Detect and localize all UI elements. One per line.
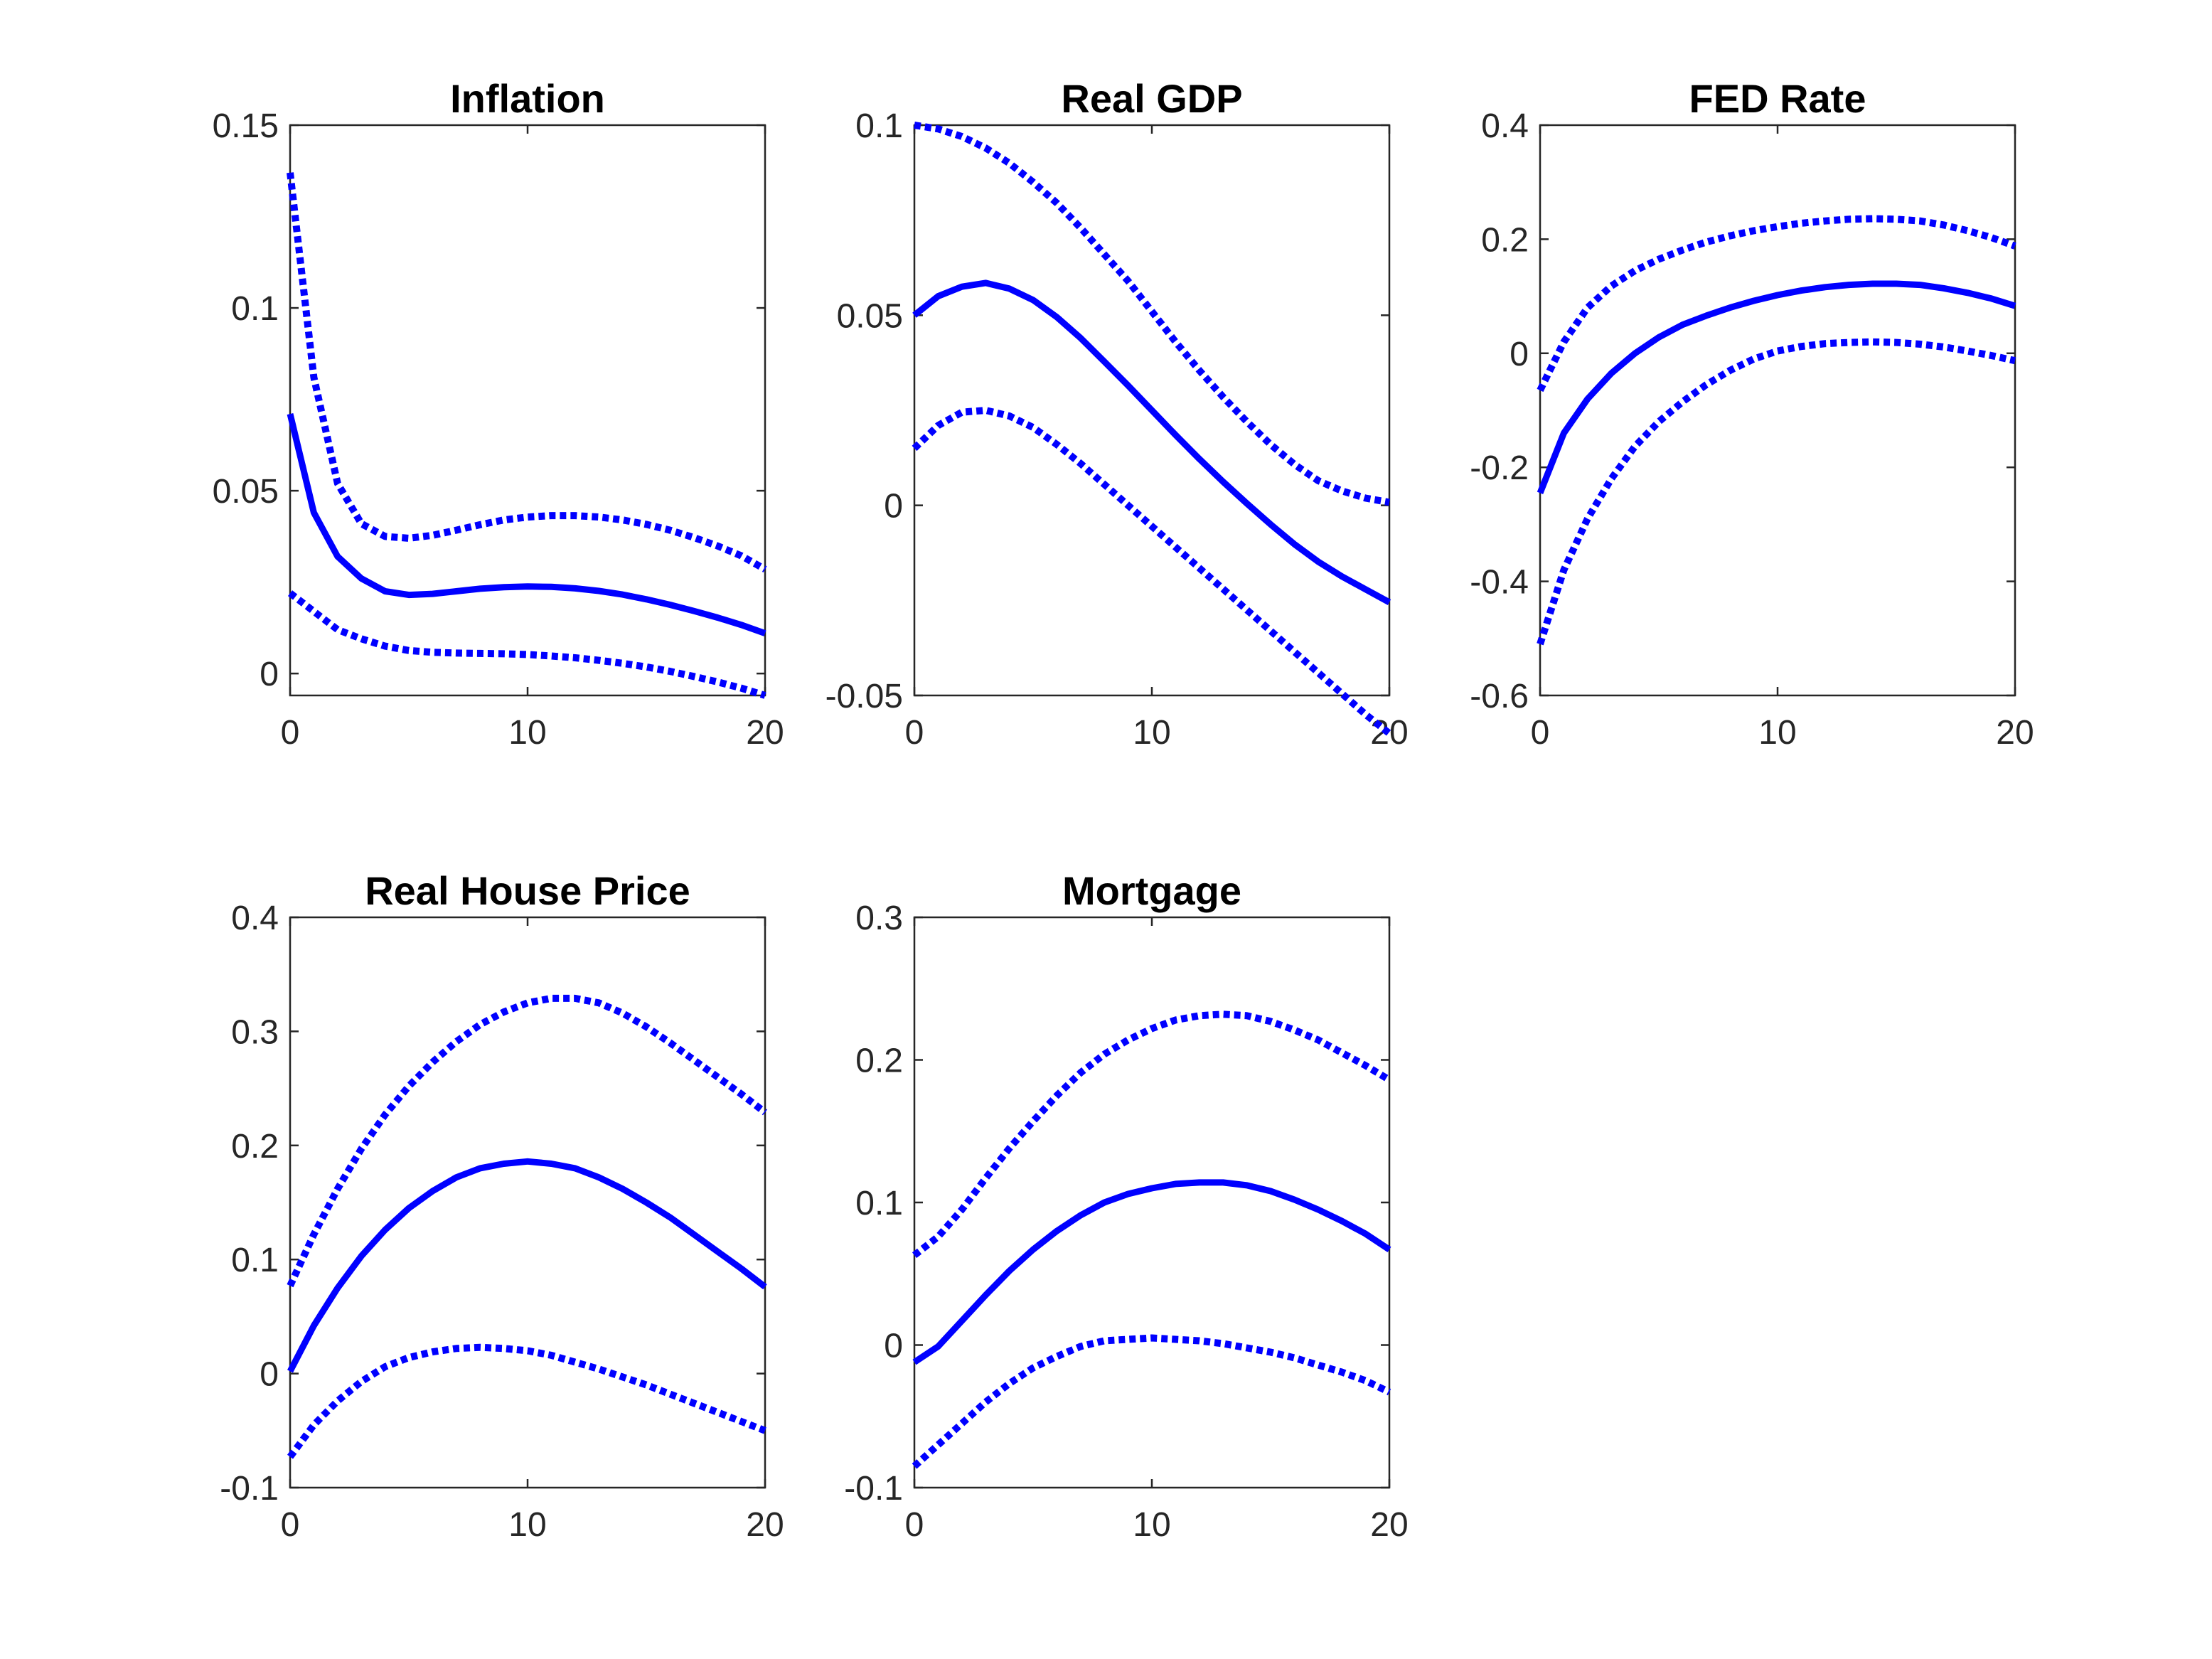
inflation-upper-band-line bbox=[287, 172, 767, 572]
fed-rate-x-tick-label: 0 bbox=[1531, 714, 1550, 752]
fed-rate-y-tick-label: 0.4 bbox=[1481, 107, 1529, 145]
real-gdp-lower-band-line bbox=[912, 407, 1392, 737]
fed-rate-x-tick-label: 20 bbox=[1996, 714, 2034, 752]
fed-rate-lower-band-line bbox=[1537, 338, 2016, 646]
mortgage-x-tick-label: 20 bbox=[1370, 1506, 1408, 1544]
inflation-title: Inflation bbox=[450, 76, 605, 121]
fed-rate-y-tick-label: -0.4 bbox=[1470, 564, 1529, 602]
inflation-axes-box bbox=[289, 124, 766, 697]
fed-rate-y-tick-label: 0 bbox=[1510, 336, 1529, 373]
real-house-price-y-tick-label: -0.1 bbox=[220, 1470, 279, 1508]
inflation-y-tick-label: 0.05 bbox=[213, 473, 279, 511]
fed-rate-x-tick-label: 10 bbox=[1758, 714, 1796, 752]
mortgage-y-tick-label: 0 bbox=[884, 1328, 903, 1365]
fed-rate-axes-box bbox=[1539, 124, 2016, 697]
mortgage-y-tick-label: 0.3 bbox=[855, 900, 903, 937]
real-house-price-y-tick-label: 0.1 bbox=[231, 1242, 279, 1279]
real-house-price-y-tick-label: 0 bbox=[260, 1356, 279, 1394]
fed-rate-upper-band-line bbox=[1537, 215, 2016, 393]
real-house-price-x-tick-label: 10 bbox=[508, 1506, 546, 1544]
panel-fed-rate: 0 10 20 -0.6 -0.4 -0.2 0 0.2 0.4 FED Rate bbox=[1470, 76, 2034, 752]
real-house-price-axes-box bbox=[289, 916, 766, 1489]
real-gdp-upper-band-line bbox=[914, 122, 1390, 506]
real-house-price-y-tick-label: 0.4 bbox=[231, 900, 279, 937]
mortgage-upper-band-line bbox=[912, 1010, 1391, 1259]
mortgage-y-tick-label: -0.1 bbox=[844, 1470, 903, 1508]
mortgage-x-tick-label: 0 bbox=[905, 1506, 924, 1544]
real-gdp-title: Real GDP bbox=[1061, 76, 1242, 121]
real-gdp-irf-line bbox=[912, 279, 1391, 605]
mortgage-lower-band-line bbox=[912, 1334, 1391, 1469]
mortgage-y-tick-label: 0.2 bbox=[855, 1042, 903, 1080]
mortgage-y-tick-label: 0.1 bbox=[855, 1185, 903, 1222]
real-gdp-y-tick-label: 0 bbox=[884, 488, 903, 526]
fed-rate-title: FED Rate bbox=[1689, 76, 1866, 121]
panel-inflation: 0 10 20 0 0.05 0.1 0.15 Inflation bbox=[213, 76, 784, 752]
inflation-x-tick-label: 0 bbox=[281, 714, 300, 752]
fed-rate-y-tick-label: -0.6 bbox=[1470, 678, 1529, 715]
real-house-price-y-tick-label: 0.2 bbox=[231, 1128, 279, 1165]
inflation-y-tick-label: 0 bbox=[260, 656, 279, 693]
real-gdp-y-tick-label: -0.05 bbox=[826, 678, 903, 715]
inflation-irf-line bbox=[287, 413, 766, 636]
inflation-y-tick-label: 0.1 bbox=[231, 290, 279, 328]
real-house-price-y-tick-label: 0.3 bbox=[231, 1013, 279, 1051]
real-house-price-lower-band-line bbox=[287, 1343, 766, 1459]
real-house-price-irf-line bbox=[287, 1158, 767, 1373]
real-house-price-x-tick-label: 0 bbox=[281, 1506, 300, 1544]
fed-rate-irf-line bbox=[1537, 280, 2016, 494]
inflation-y-tick-label: 0.15 bbox=[213, 107, 279, 145]
fed-rate-y-tick-label: -0.2 bbox=[1470, 449, 1529, 487]
real-house-price-x-tick-label: 20 bbox=[746, 1506, 784, 1544]
inflation-x-tick-label: 10 bbox=[508, 714, 546, 752]
mortgage-axes-box bbox=[913, 916, 1391, 1489]
real-gdp-x-tick-label: 20 bbox=[1370, 714, 1408, 752]
fed-rate-y-tick-label: 0.2 bbox=[1481, 221, 1529, 259]
mortgage-x-tick-label: 10 bbox=[1133, 1506, 1170, 1544]
inflation-x-tick-label: 20 bbox=[746, 714, 784, 752]
real-house-price-title: Real House Price bbox=[365, 868, 690, 913]
mortgage-title: Mortgage bbox=[1062, 868, 1241, 913]
real-gdp-y-tick-label: 0.05 bbox=[837, 297, 903, 335]
mortgage-irf-line bbox=[912, 1179, 1391, 1365]
real-gdp-x-tick-label: 10 bbox=[1133, 714, 1170, 752]
real-gdp-x-tick-label: 0 bbox=[905, 714, 924, 752]
real-gdp-y-tick-label: 0.1 bbox=[855, 107, 903, 145]
